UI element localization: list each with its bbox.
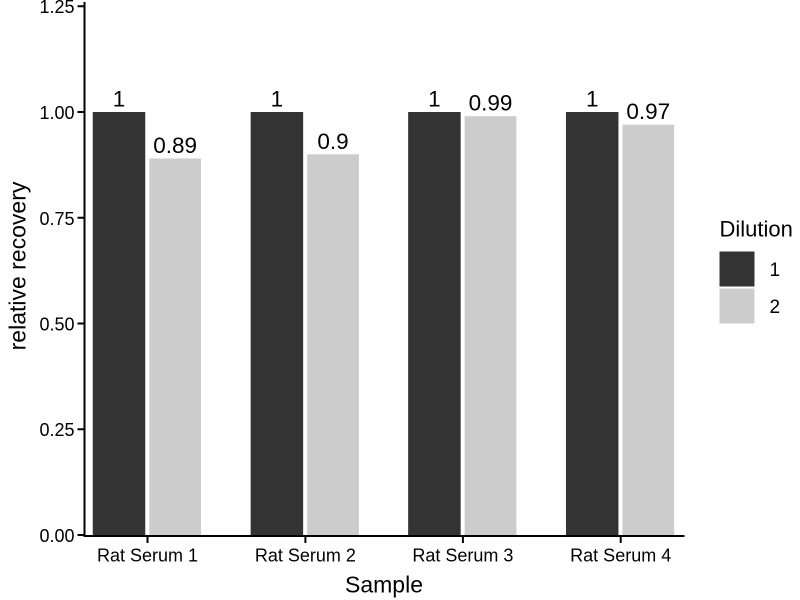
svg-text:0.89: 0.89 [153, 133, 197, 158]
svg-text:0.75: 0.75 [39, 209, 74, 229]
svg-text:0.00: 0.00 [39, 526, 74, 546]
svg-text:1.25: 1.25 [39, 0, 74, 17]
svg-text:2: 2 [770, 297, 781, 318]
svg-text:relative recovery: relative recovery [5, 181, 31, 350]
svg-text:1.00: 1.00 [39, 103, 74, 123]
svg-text:Sample: Sample [345, 572, 423, 598]
svg-text:0.25: 0.25 [39, 420, 74, 440]
svg-text:1: 1 [770, 260, 781, 281]
svg-text:Rat Serum 4: Rat Serum 4 [570, 546, 671, 566]
svg-text:1: 1 [428, 87, 441, 112]
svg-text:1: 1 [113, 87, 126, 112]
svg-text:1: 1 [271, 87, 284, 112]
svg-text:0.9: 0.9 [317, 129, 348, 154]
svg-text:Rat Serum 2: Rat Serum 2 [255, 546, 356, 566]
svg-text:Dilution: Dilution [720, 217, 793, 242]
svg-text:0.99: 0.99 [469, 91, 513, 116]
svg-text:Rat Serum 3: Rat Serum 3 [412, 546, 513, 566]
svg-text:0.97: 0.97 [626, 99, 670, 124]
svg-text:Rat Serum 1: Rat Serum 1 [97, 546, 198, 566]
svg-text:0.50: 0.50 [39, 315, 74, 335]
svg-text:1: 1 [586, 87, 599, 112]
